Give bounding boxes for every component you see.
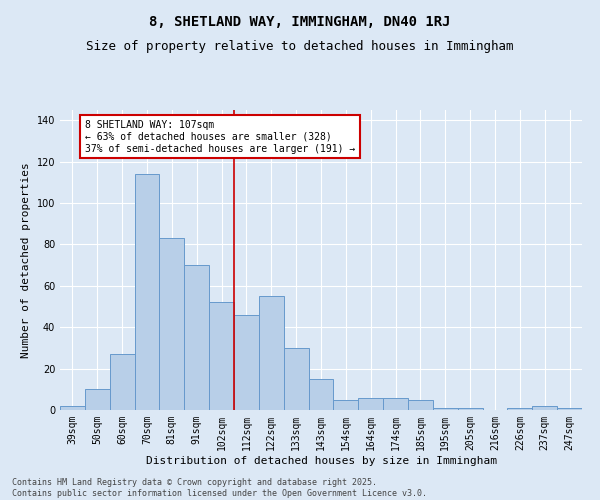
Text: 8 SHETLAND WAY: 107sqm
← 63% of detached houses are smaller (328)
37% of semi-de: 8 SHETLAND WAY: 107sqm ← 63% of detached… xyxy=(85,120,355,154)
Bar xyxy=(532,406,557,410)
Text: Contains HM Land Registry data © Crown copyright and database right 2025.
Contai: Contains HM Land Registry data © Crown c… xyxy=(12,478,427,498)
Bar xyxy=(184,265,209,410)
Bar xyxy=(60,406,85,410)
Bar xyxy=(234,315,259,410)
Bar xyxy=(358,398,383,410)
Bar xyxy=(209,302,234,410)
Bar xyxy=(110,354,134,410)
Bar xyxy=(160,238,184,410)
Bar xyxy=(85,390,110,410)
Bar xyxy=(308,379,334,410)
Y-axis label: Number of detached properties: Number of detached properties xyxy=(21,162,31,358)
Text: Size of property relative to detached houses in Immingham: Size of property relative to detached ho… xyxy=(86,40,514,53)
Bar xyxy=(508,408,532,410)
Bar xyxy=(383,398,408,410)
Bar xyxy=(284,348,308,410)
Bar xyxy=(259,296,284,410)
Bar xyxy=(408,400,433,410)
Bar xyxy=(433,408,458,410)
Text: 8, SHETLAND WAY, IMMINGHAM, DN40 1RJ: 8, SHETLAND WAY, IMMINGHAM, DN40 1RJ xyxy=(149,15,451,29)
Bar xyxy=(134,174,160,410)
Bar xyxy=(557,408,582,410)
Bar xyxy=(458,408,482,410)
Bar xyxy=(334,400,358,410)
X-axis label: Distribution of detached houses by size in Immingham: Distribution of detached houses by size … xyxy=(146,456,497,466)
